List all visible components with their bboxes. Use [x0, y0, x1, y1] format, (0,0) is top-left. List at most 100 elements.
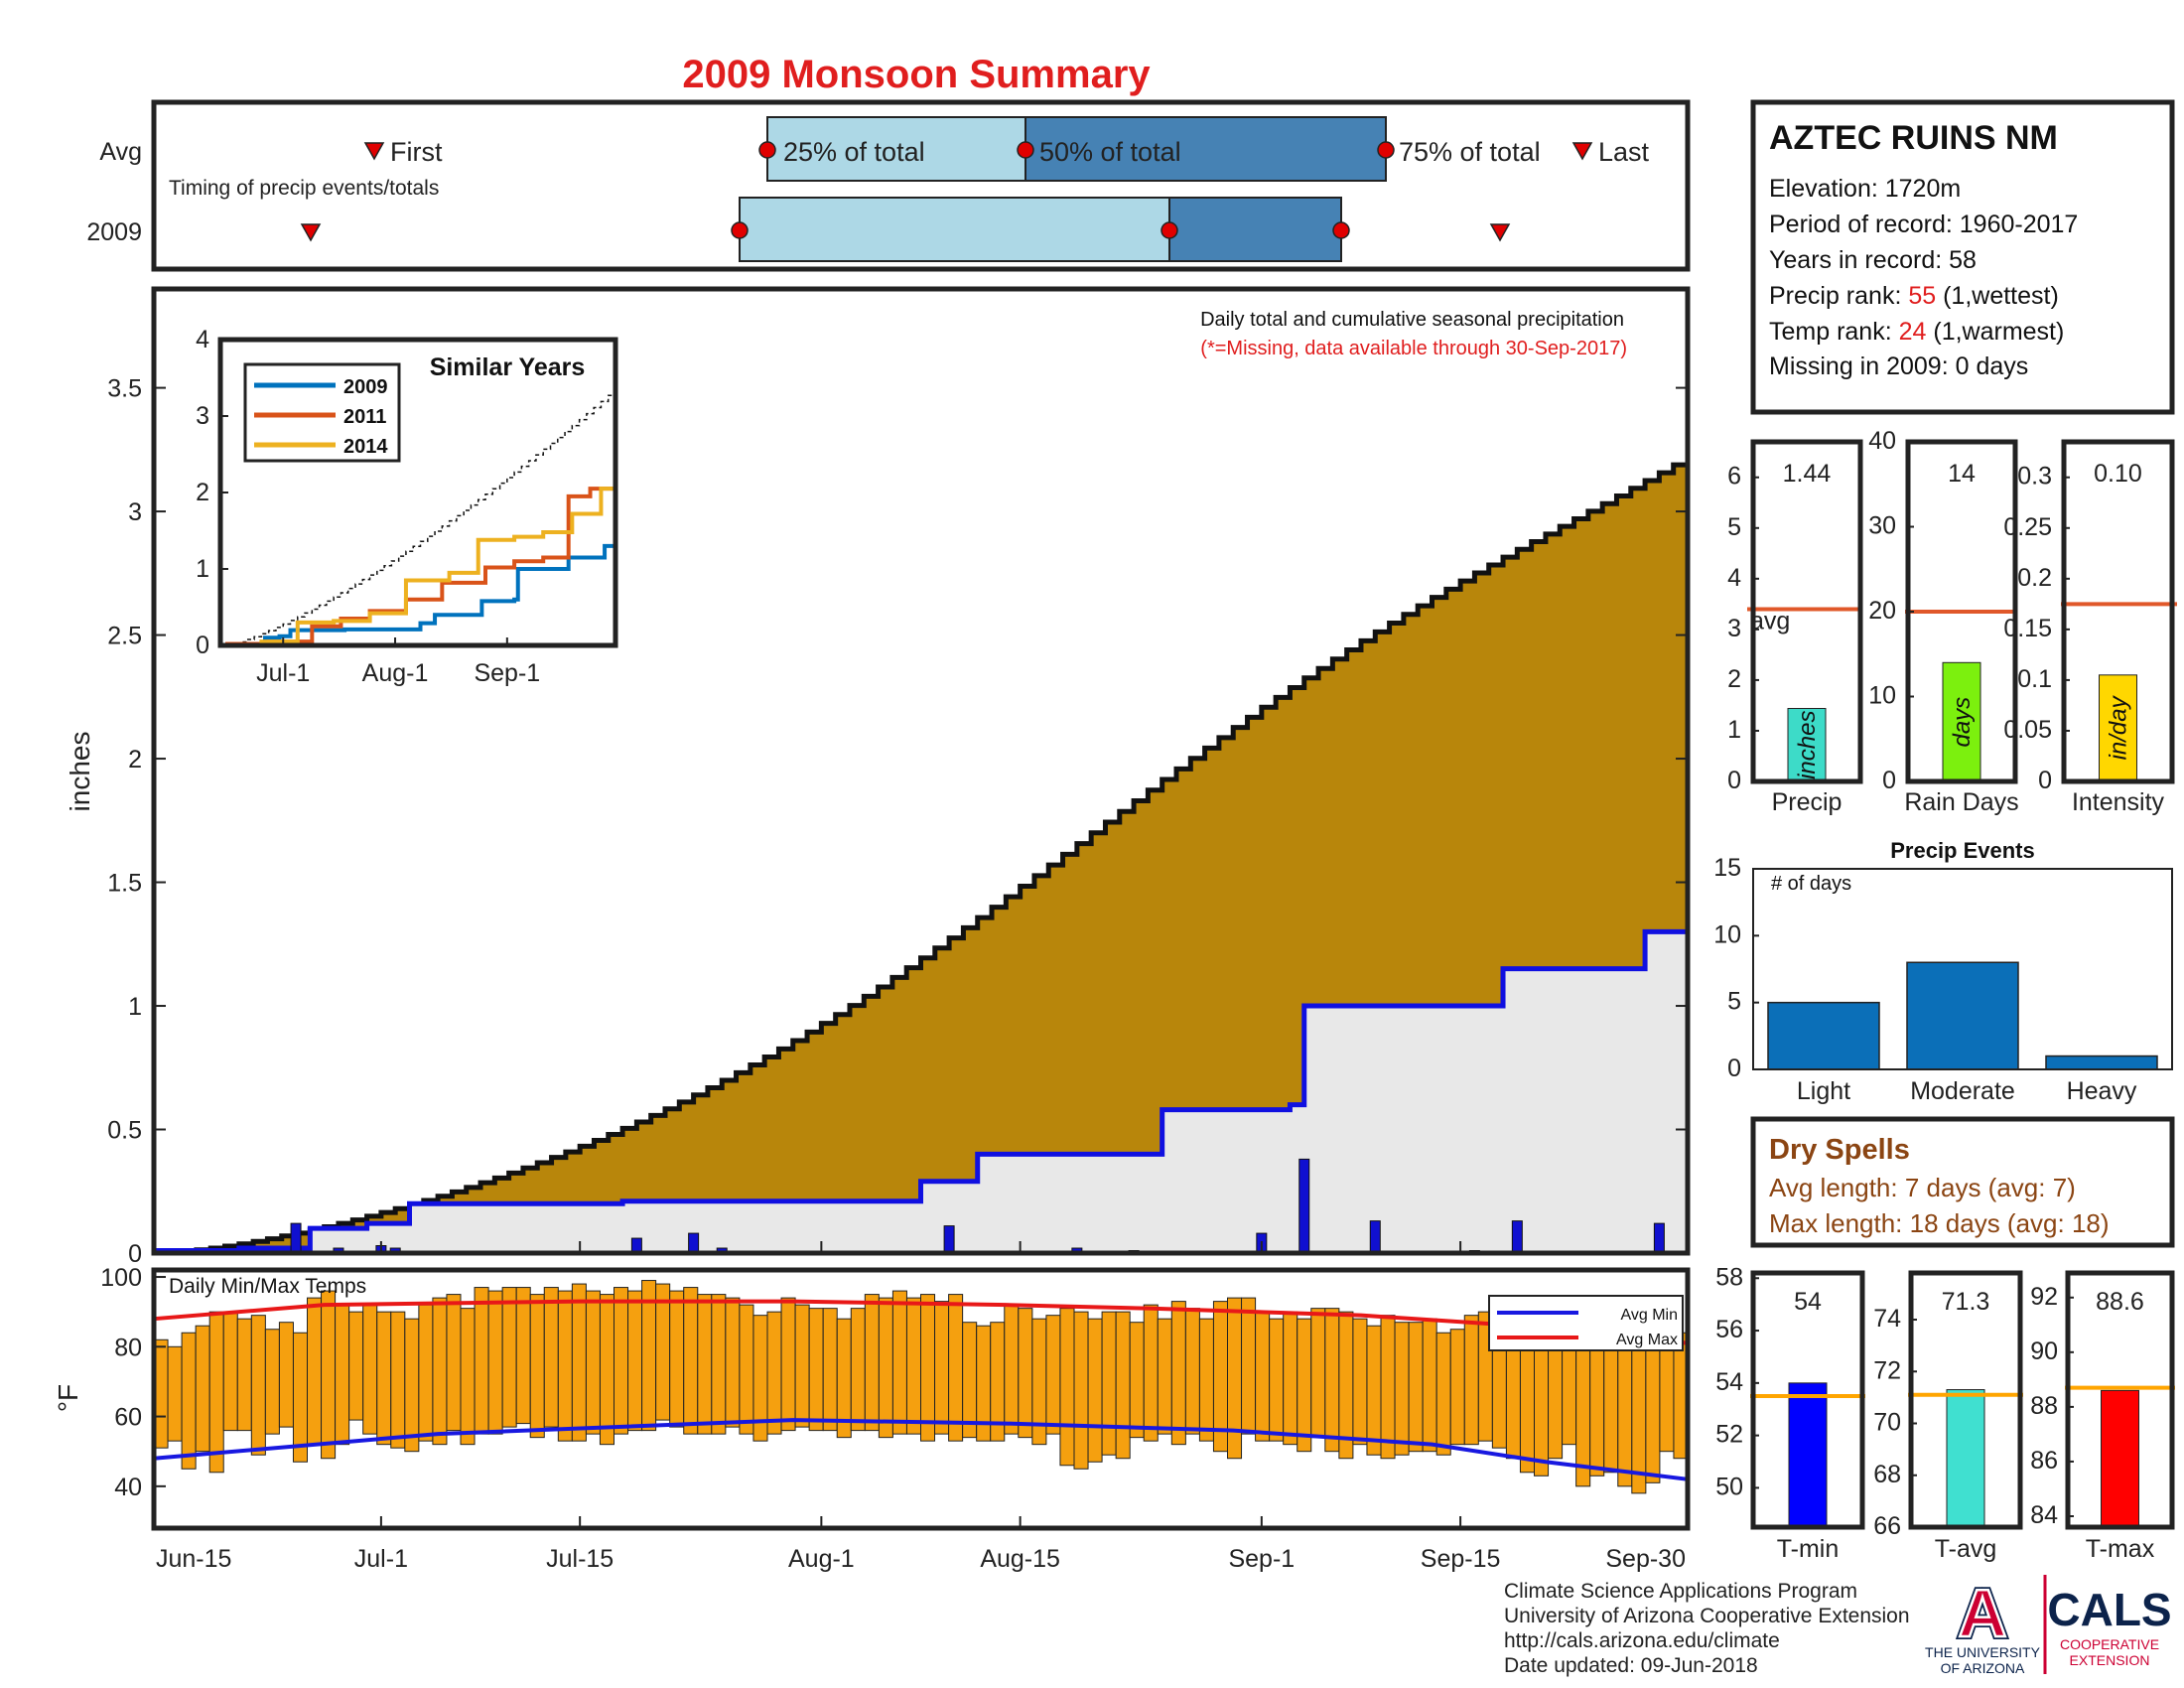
mini-ytick-label: 0.25 [2003, 513, 2052, 541]
mini-temp-ytick-label: 74 [1873, 1305, 1901, 1333]
daily-precip-bar [1511, 1220, 1523, 1254]
mini-temp-ytick-label: 68 [1873, 1461, 1901, 1488]
daily-temp-bar [725, 1297, 741, 1428]
timing-2009-boxes [739, 197, 1342, 262]
cals-line-1: COOPERATIVE [2060, 1636, 2159, 1652]
daily-temp-bar [404, 1318, 420, 1453]
station-period: Period of record: 1960-2017 [1769, 211, 2078, 238]
daily-precip-bar [290, 1222, 302, 1254]
daily-temp-bar [683, 1287, 699, 1435]
daily-temp-bar [1157, 1318, 1172, 1435]
daily-temp-bar [1198, 1318, 1214, 1442]
daily-temp-bar [627, 1290, 643, 1432]
mini-value: 14 [1948, 460, 1976, 488]
timing-2009-box-50-75 [1168, 197, 1342, 262]
daily-temp-bar [529, 1294, 545, 1439]
daily-temp-bar [446, 1294, 462, 1432]
daily-temp-bar [222, 1311, 238, 1432]
mini-ytick-label: 30 [1868, 512, 1896, 540]
events-xtick-label: Light [1797, 1077, 1850, 1105]
ua-block-a-inner: A [1958, 1576, 2006, 1651]
mini-ytick-label: 3 [1727, 615, 1741, 642]
mini-temp-charts: 50 52 54 56 58 54 T-min 66 68 70 72 74 71.3 T-avg 84 86… [1715, 1263, 2175, 1563]
footer: Climate Science Applications Program Uni… [1504, 1580, 1910, 1677]
timing-avg-box-50-75 [1024, 116, 1387, 182]
mini-unit: inches [1794, 711, 1821, 779]
mini-label: Precip [1772, 788, 1843, 816]
temps-ytick-label: 80 [114, 1334, 142, 1361]
daily-temp-bar [1073, 1311, 1089, 1470]
mini-temp-ytick-label: 56 [1715, 1316, 1743, 1343]
mini-value: 1.44 [1783, 460, 1832, 488]
daily-temp-bar [1310, 1308, 1326, 1439]
mini-temp-frame [2065, 1270, 2175, 1530]
mini-temp-label: T-min [1777, 1535, 1840, 1563]
daily-temp-bar [1227, 1297, 1243, 1460]
university-of-arizona-logo[interactable]: A A THE UNIVERSITY OF ARIZONA [1925, 1573, 2041, 1676]
station-box: AZTEC RUINS NM Elevation: 1720m Period o… [1750, 99, 2175, 415]
timing-2009-first-marker [300, 223, 322, 242]
similar-years-title: Similar Years [430, 353, 586, 381]
daily-temp-bar [878, 1297, 893, 1439]
mini-temp-ytick-label: 58 [1715, 1263, 1743, 1291]
daily-temp-bar [1659, 1338, 1675, 1453]
daily-temp-bar [278, 1322, 294, 1428]
timing-panel: First 25% of total 50% of total 75% of t… [86, 99, 1691, 272]
mini-temp-ytick-label: 54 [1715, 1368, 1743, 1396]
timing-label-75: 75% of total [1399, 137, 1541, 167]
daily-temp-bar [766, 1311, 782, 1435]
mini-ytick-label: 5 [1727, 513, 1741, 541]
mini-value: 0.10 [2094, 460, 2142, 488]
mini-frame [1750, 439, 1863, 784]
footer-line-2: University of Arizona Cooperative Extens… [1504, 1605, 1910, 1627]
daily-precip-bar [688, 1232, 700, 1254]
timing-2009-dot-25 [731, 221, 749, 239]
daily-temp-bar [236, 1318, 252, 1432]
daily-temp-bar [1283, 1311, 1298, 1446]
events-bar [1767, 1001, 1880, 1070]
daily-temp-bar [934, 1301, 950, 1435]
temps-ytick-label: 100 [100, 1264, 142, 1292]
station-name: AZTEC RUINS NM [1769, 119, 2058, 157]
events-title: Precip Events [1890, 838, 2035, 863]
daily-temp-bar [864, 1294, 880, 1432]
daily-temp-bar [418, 1304, 434, 1442]
date-axis: Jun-15 Jul-1 Jul-15 Aug-1 Aug-15 Sep-1 Sep-15 S… [153, 1241, 1689, 1573]
daily-temp-bar [321, 1290, 337, 1460]
daily-temp-bar [599, 1294, 614, 1446]
daily-temp-bar [250, 1315, 266, 1456]
mini-ytick-label: 0.2 [2017, 564, 2052, 592]
precip-events-chart: Precip Events Light Moderate Heavy 0 5 10 15 #… [1713, 838, 2173, 1105]
daily-precip-bar [1369, 1220, 1381, 1254]
timing-2009-last-marker [1489, 223, 1511, 242]
mini-avg-label: avg [1750, 607, 1790, 634]
cumulative-2009-line [154, 897, 1691, 1254]
footer-line-3: http://cals.arizona.edu/climate [1504, 1629, 1780, 1652]
daily-temp-bar [335, 1304, 350, 1446]
legend-2014: 2014 [343, 436, 388, 458]
inset-series-2011 [225, 487, 615, 646]
similar-years-inset: 0 1 2 3 4 Jul-1 Aug-1 Sep-1 Similar Years 2009 … [196, 326, 618, 687]
daily-temp-bar [1449, 1329, 1465, 1446]
mini-ytick-label: 20 [1868, 597, 1896, 625]
temps-legend: Avg Min Avg Max [1488, 1295, 1684, 1351]
mini-unit: days [1949, 697, 1976, 748]
missing-note: (*=Missing, data available through 30-Se… [1200, 338, 1627, 359]
dry-spells-max: Max length: 18 days (avg: 18) [1769, 1208, 2110, 1238]
mini-temp-bar-t-min [1788, 1382, 1828, 1528]
cals-logo[interactable]: CALS COOPERATIVE EXTENSION [2047, 1584, 2171, 1668]
legend-avg-max: Avg Max [1616, 1332, 1678, 1348]
daily-precip-bar [1653, 1222, 1665, 1254]
inset-ytick-label: 0 [196, 632, 209, 659]
daily-temp-bar [1324, 1308, 1340, 1453]
mini-ytick-label: 0 [2038, 767, 2052, 794]
daily-temp-bar [697, 1294, 713, 1435]
timing-note: Timing of precip events/totals [169, 177, 439, 200]
ua-line-1: THE UNIVERSITY [1925, 1644, 2041, 1660]
mini-label: Rain Days [1904, 788, 2018, 816]
daily-temp-bar [307, 1297, 323, 1446]
station-years: Years in record: 58 [1769, 246, 1977, 274]
date-tick-label: Aug-15 [980, 1545, 1060, 1573]
daily-temp-bar [1617, 1332, 1633, 1487]
footer-line-1: Climate Science Applications Program [1504, 1580, 1857, 1603]
